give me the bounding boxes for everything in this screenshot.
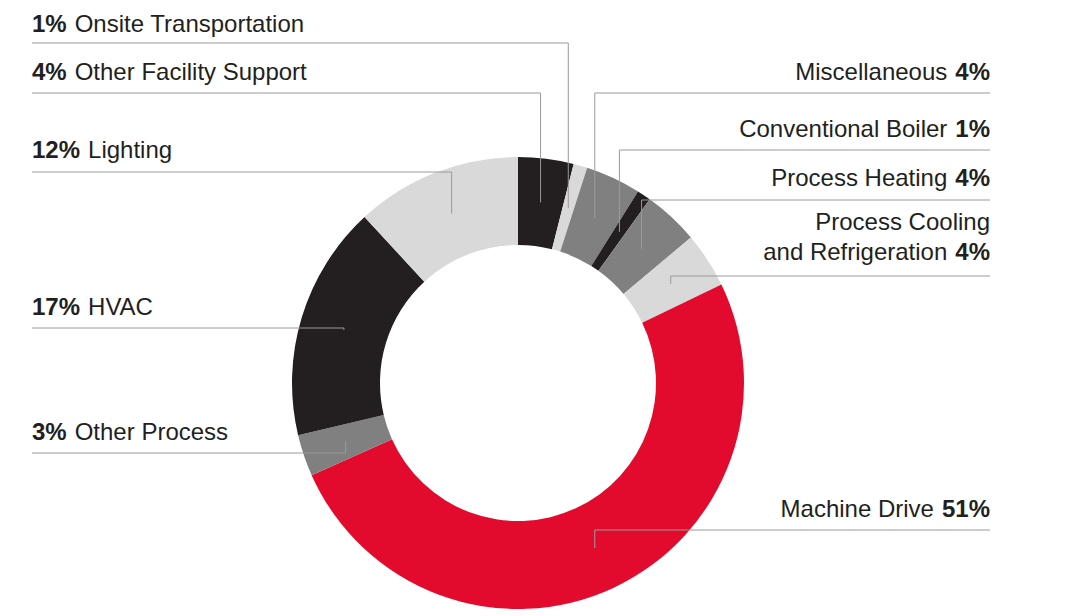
svg-text:Miscellaneous4%: Miscellaneous4% [795,58,990,85]
svg-text:Process Cooling: Process Cooling [815,208,990,235]
svg-text:Conventional Boiler1%: Conventional Boiler1% [739,115,990,142]
svg-text:4%Other Facility Support: 4%Other Facility Support [32,58,307,85]
svg-text:1%Onsite Transportation: 1%Onsite Transportation [32,10,304,37]
svg-text:12%Lighting: 12%Lighting [32,136,172,163]
svg-text:Machine Drive51%: Machine Drive51% [781,495,990,522]
svg-text:Process Heating4%: Process Heating4% [771,164,990,191]
svg-text:3%Other Process: 3%Other Process [32,418,228,445]
svg-text:and Refrigeration4%: and Refrigeration4% [763,238,990,265]
svg-text:17%HVAC: 17%HVAC [32,293,153,320]
